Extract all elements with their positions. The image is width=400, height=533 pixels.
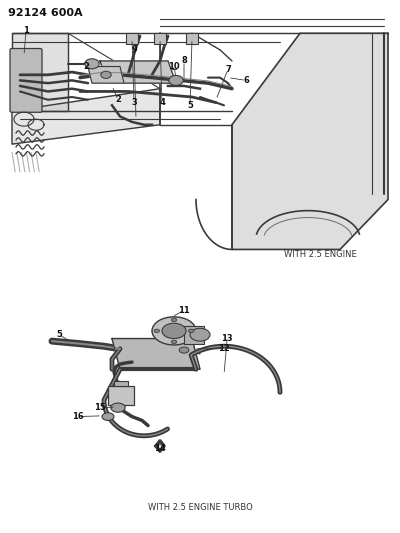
Polygon shape <box>88 67 124 83</box>
Polygon shape <box>112 338 200 369</box>
Circle shape <box>190 328 210 341</box>
Circle shape <box>169 75 183 85</box>
Circle shape <box>162 323 186 338</box>
Polygon shape <box>12 88 160 144</box>
Text: WITH 2.5 ENGINE: WITH 2.5 ENGINE <box>284 251 356 260</box>
Text: 16: 16 <box>72 412 84 421</box>
Polygon shape <box>12 33 68 111</box>
Text: 10: 10 <box>168 62 180 71</box>
Bar <box>154 33 166 44</box>
Bar <box>186 33 198 44</box>
Text: 3: 3 <box>131 98 137 107</box>
Text: 14: 14 <box>154 444 166 453</box>
Circle shape <box>152 317 196 345</box>
Text: 4: 4 <box>159 98 165 107</box>
Text: 8: 8 <box>181 56 187 66</box>
Circle shape <box>171 340 177 344</box>
Circle shape <box>188 329 194 333</box>
Text: 2: 2 <box>115 95 121 104</box>
Text: 12: 12 <box>218 344 230 353</box>
Circle shape <box>171 318 177 322</box>
Text: 5: 5 <box>56 330 62 339</box>
Circle shape <box>179 347 189 353</box>
Text: 5: 5 <box>187 101 193 110</box>
Text: 6: 6 <box>243 76 249 85</box>
Text: 15: 15 <box>94 403 106 412</box>
Text: 2: 2 <box>83 62 89 71</box>
Circle shape <box>102 413 114 421</box>
Text: WITH 2.5 ENGINE TURBO: WITH 2.5 ENGINE TURBO <box>148 503 252 512</box>
Circle shape <box>101 71 111 78</box>
Bar <box>114 381 128 386</box>
Polygon shape <box>100 61 176 83</box>
Bar <box>126 33 138 44</box>
Text: 11: 11 <box>178 306 190 315</box>
Text: 9: 9 <box>131 45 137 54</box>
FancyBboxPatch shape <box>10 49 42 112</box>
Bar <box>184 326 204 344</box>
Text: 1: 1 <box>23 26 29 35</box>
Bar <box>108 386 134 405</box>
Polygon shape <box>232 33 388 249</box>
Text: 92124 600A: 92124 600A <box>8 9 83 18</box>
Text: 7: 7 <box>225 65 231 74</box>
Circle shape <box>154 329 160 333</box>
Circle shape <box>85 59 99 69</box>
Circle shape <box>111 403 125 412</box>
Text: 13: 13 <box>221 334 233 343</box>
